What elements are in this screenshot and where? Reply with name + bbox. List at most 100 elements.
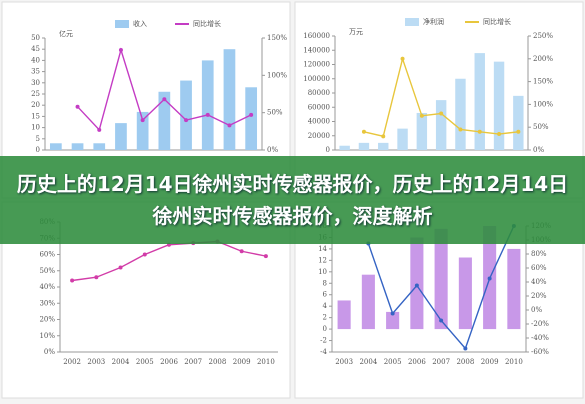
y-tick-label: 45 xyxy=(31,45,40,53)
x-tick-label: 2003 xyxy=(335,358,353,366)
y2-tick-label: -40% xyxy=(531,334,549,342)
bar xyxy=(397,128,408,150)
y2-tick-label: 50% xyxy=(267,109,283,117)
bar xyxy=(158,91,171,150)
legend-swatch xyxy=(405,18,419,26)
x-tick-label: 2006 xyxy=(160,358,178,366)
y-tick-label: 160000 xyxy=(303,32,330,40)
x-tick-label: 2010 xyxy=(257,358,275,366)
bar xyxy=(49,143,62,150)
bar xyxy=(493,61,505,150)
point xyxy=(361,129,366,134)
y-tick-label: 8 xyxy=(323,279,327,287)
bar xyxy=(474,53,485,150)
x-tick-label: 2009 xyxy=(481,358,499,366)
point xyxy=(205,112,210,117)
y-tick-label: 60% xyxy=(39,251,55,259)
y-tick-label: 140000 xyxy=(303,46,330,54)
y2-tick-label: 40% xyxy=(531,278,547,286)
y-axis-label: 万元 xyxy=(349,28,363,36)
x-tick-label: 2007 xyxy=(184,358,202,366)
x-tick-label: 2003 xyxy=(87,358,105,366)
y-tick-label: 25 xyxy=(31,90,40,98)
x-tick-label: 2002 xyxy=(63,358,81,366)
point xyxy=(227,123,232,128)
bar xyxy=(513,95,524,150)
y-tick-label: 10 xyxy=(31,124,40,132)
y2-tick-label: 0% xyxy=(267,146,278,154)
point xyxy=(239,249,244,254)
bar xyxy=(434,228,448,330)
bar xyxy=(435,100,447,150)
bar xyxy=(115,123,127,150)
x-tick-label: 2007 xyxy=(432,358,450,366)
point xyxy=(487,276,492,281)
y-tick-label: 10 xyxy=(318,268,327,276)
bar xyxy=(245,87,258,150)
y-tick-label: 15 xyxy=(31,112,40,120)
point xyxy=(439,111,444,116)
y2-tick-label: -20% xyxy=(531,320,549,328)
bar xyxy=(136,111,149,150)
bar xyxy=(201,60,214,150)
y-tick-label: 35 xyxy=(31,68,40,76)
point xyxy=(97,127,102,132)
bar xyxy=(416,112,428,150)
point xyxy=(439,318,444,323)
y-tick-label: 20% xyxy=(39,316,55,324)
point xyxy=(414,283,419,288)
y2-tick-label: 250% xyxy=(533,32,553,40)
y-tick-label: 2 xyxy=(323,314,327,322)
point xyxy=(463,346,468,351)
bar xyxy=(180,80,192,150)
y-tick-label: 0 xyxy=(323,325,327,333)
point xyxy=(75,104,80,109)
legend-swatch xyxy=(115,20,129,28)
y-tick-label: 60000 xyxy=(308,103,330,111)
y-tick-label: 100000 xyxy=(303,75,330,83)
y-tick-label: 80000 xyxy=(308,89,330,97)
y-tick-label: 5 xyxy=(36,135,40,143)
y-tick-label: 40 xyxy=(31,56,40,64)
point xyxy=(118,265,123,270)
y-tick-label: 0% xyxy=(44,348,55,356)
bar xyxy=(93,143,106,150)
title: 历史上的12月14日徐州实时传感器报价，历史上的12月14日徐州实时传感器报价，… xyxy=(16,172,569,228)
y-tick-label: 50% xyxy=(39,267,55,275)
y-tick-label: 20 xyxy=(31,101,40,109)
y-axis-label: 亿元 xyxy=(59,29,73,38)
bar xyxy=(386,311,400,330)
y-tick-label: 120000 xyxy=(303,61,330,69)
bar xyxy=(339,145,350,150)
y2-tick-label: 50% xyxy=(533,123,549,131)
point xyxy=(497,132,502,137)
y-tick-label: -4 xyxy=(320,348,327,356)
y-tick-label: 14 xyxy=(318,245,327,253)
bar xyxy=(361,274,375,330)
y2-tick-label: 0% xyxy=(533,146,544,154)
y-tick-label: 6 xyxy=(323,291,328,299)
legend-label: 同比增长 xyxy=(483,17,511,26)
legend-label: 净利润 xyxy=(423,17,444,26)
y-tick-label: 0 xyxy=(326,146,330,154)
y2-tick-label: 60% xyxy=(531,264,547,272)
legend-label: 同比增长 xyxy=(193,19,221,28)
legend-label: 收入 xyxy=(133,19,147,28)
y2-tick-label: 150% xyxy=(267,34,287,42)
bar xyxy=(378,142,389,150)
y-tick-label: 40000 xyxy=(308,118,330,126)
bar xyxy=(410,237,424,330)
point xyxy=(516,129,521,134)
x-tick-label: 2008 xyxy=(209,358,227,366)
y2-tick-label: 0% xyxy=(531,306,542,314)
y2-tick-label: 100% xyxy=(533,100,553,108)
bar xyxy=(455,78,466,150)
y-tick-label: 30% xyxy=(39,299,55,307)
bar xyxy=(337,300,351,330)
y-tick-label: 4 xyxy=(323,302,328,310)
point xyxy=(70,278,75,283)
bar xyxy=(358,142,370,150)
x-tick-label: 2009 xyxy=(233,358,251,366)
x-tick-label: 2004 xyxy=(112,358,130,366)
